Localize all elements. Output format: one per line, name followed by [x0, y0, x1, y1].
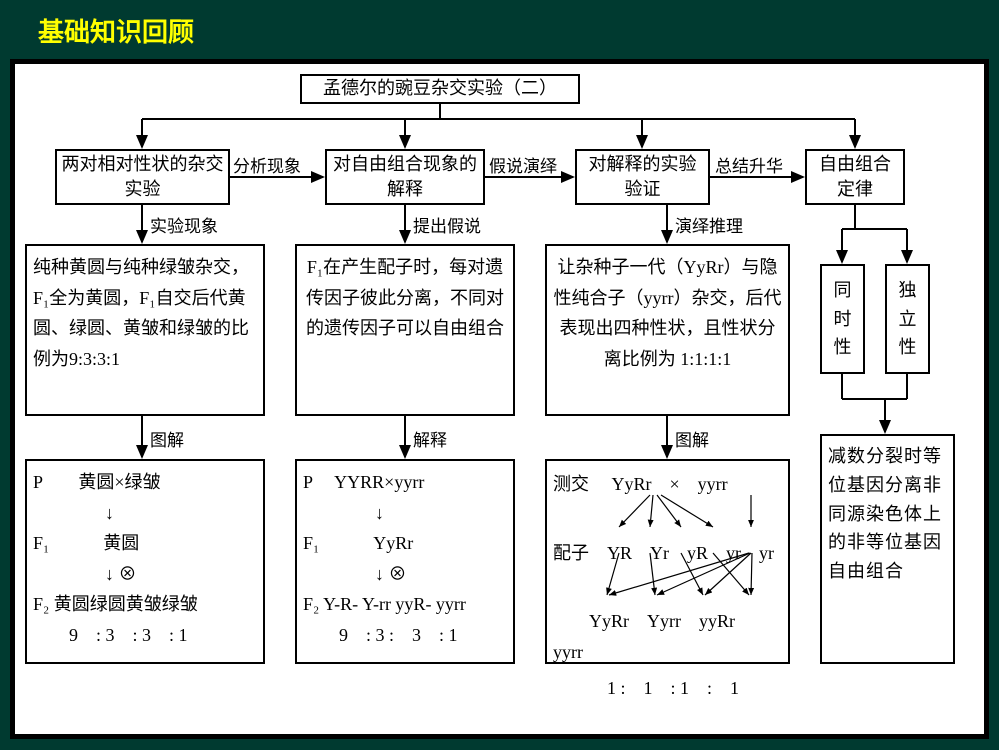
node-r1: 同时性 — [820, 264, 865, 374]
edge-label-b-mid: 解释 — [413, 426, 447, 451]
node-l2b-text: F₁在产生配子时，每对遗传因子彼此分离，不同对的遗传因子可以自由组合 — [303, 252, 507, 344]
node-l3a-content: P 黄圆×绿皱 ↓F₁ 黄圆 ↓ ⊗F₂ 黄圆绿圆黄皱绿皱 9 : 3 : 3 … — [33, 467, 257, 651]
edge-label-a-mid: 图解 — [150, 426, 184, 451]
node-l3b: P YYRR×yyrr ↓F₁ YyRr ↓ ⊗F₂ Y-R- Y-rr yyR… — [295, 459, 515, 664]
node-r2-text: 独立性 — [899, 276, 917, 362]
node-root-text: 孟德尔的豌豆杂交实验（二） — [323, 76, 557, 101]
node-l3a: P 黄圆×绿皱 ↓F₁ 黄圆 ↓ ⊗F₂ 黄圆绿圆黄皱绿皱 9 : 3 : 3 … — [25, 459, 265, 664]
node-l3c-content: 测交 YyRr × yyrr 配子 YR Yr yR yr yr YyRr Yy… — [553, 467, 782, 656]
node-r3: 减数分裂时等位基因分离非同源染色体上的非等位基因自由组合 — [820, 434, 955, 664]
slide-title: 基础知识回顾 — [0, 0, 999, 59]
node-l3c: 测交 YyRr × yyrr 配子 YR Yr yR yr yr YyRr Yy… — [545, 459, 790, 664]
node-r2: 独立性 — [885, 264, 930, 374]
node-r1-text: 同时性 — [834, 276, 852, 362]
edge-label-c-down: 演绎推理 — [675, 212, 743, 237]
node-l2c: 让杂种子一代（YyRr）与隐性纯合子（yyrr）杂交，后代表现出四种性状，且性状… — [545, 244, 790, 416]
node-root: 孟德尔的豌豆杂交实验（二） — [300, 74, 580, 104]
l3c-ratio: 1 : 1 : 1 : 1 — [553, 673, 782, 704]
node-l3b-content: P YYRR×yyrr ↓F₁ YyRr ↓ ⊗F₂ Y-R- Y-rr yyR… — [303, 467, 507, 651]
node-l1d-text: 自由组合定律 — [811, 152, 899, 202]
node-l1a-text: 两对相对性状的杂交实验 — [61, 152, 224, 202]
node-l1b: 对自由组合现象的解释 — [325, 149, 485, 205]
node-r3-text: 减数分裂时等位基因分离非同源染色体上的非等位基因自由组合 — [828, 442, 947, 586]
node-l2b: F₁在产生配子时，每对遗传因子彼此分离，不同对的遗传因子可以自由组合 — [295, 244, 515, 416]
edge-label-cd: 总结升华 — [715, 152, 783, 177]
node-l2a-text: 纯种黄圆与纯种绿皱杂交，F₁全为黄圆，F₁自交后代黄圆、绿圆、黄皱和绿皱的比例为… — [33, 252, 257, 374]
edge-label-a-down: 实验现象 — [150, 212, 218, 237]
node-l1a: 两对相对性状的杂交实验 — [55, 149, 230, 205]
edge-label-bc: 假说演绎 — [489, 152, 557, 177]
node-l1d: 自由组合定律 — [805, 149, 905, 205]
node-l2a: 纯种黄圆与纯种绿皱杂交，F₁全为黄圆，F₁自交后代黄圆、绿圆、黄皱和绿皱的比例为… — [25, 244, 265, 416]
flowchart: 孟德尔的豌豆杂交实验（二） 两对相对性状的杂交实验 对自由组合现象的解释 对解释… — [10, 59, 989, 739]
node-l1c: 对解释的实验验证 — [575, 149, 710, 205]
node-l1b-text: 对自由组合现象的解释 — [331, 152, 479, 202]
slide: 基础知识回顾 — [0, 0, 999, 750]
node-l1c-text: 对解释的实验验证 — [581, 152, 704, 202]
edge-label-c-mid: 图解 — [675, 426, 709, 451]
node-l2c-text: 让杂种子一代（YyRr）与隐性纯合子（yyrr）杂交，后代表现出四种性状，且性状… — [553, 252, 782, 374]
edge-label-b-down: 提出假说 — [413, 212, 481, 237]
edge-label-ab: 分析现象 — [233, 152, 301, 177]
testcross-arrows — [553, 467, 782, 656]
